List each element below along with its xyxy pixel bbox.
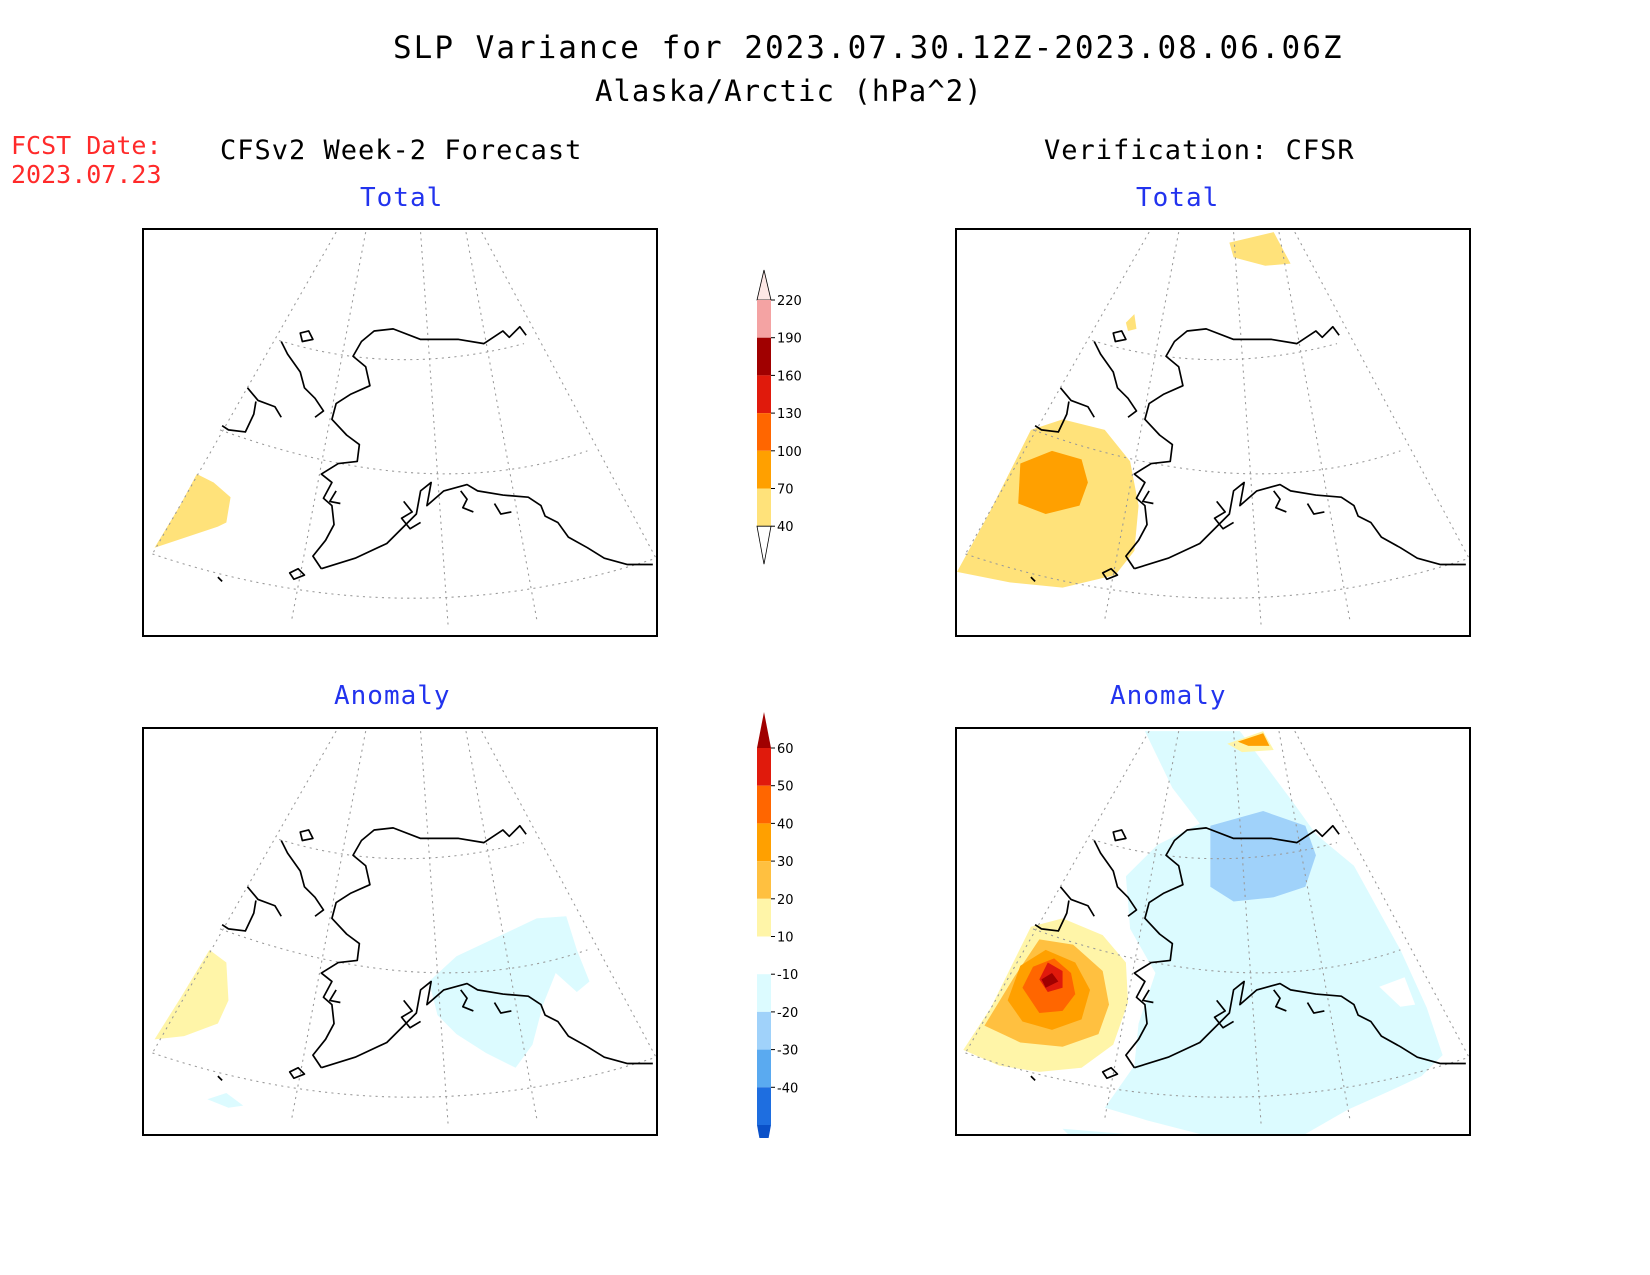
forecast-anomaly-title: Anomaly <box>334 681 451 711</box>
total-colorbar-swatch <box>757 300 771 338</box>
anomaly-colorbar-label: -20 <box>777 1006 798 1021</box>
anomaly-colorbar-label: -30 <box>777 1044 798 1059</box>
verification-anomaly-shading <box>963 731 1443 1134</box>
total-colorbar-label: 40 <box>777 520 794 535</box>
verification-column-title: Verification: CFSR <box>1044 135 1355 166</box>
total-colorbar-swatch <box>757 488 771 527</box>
verification-total-map <box>955 228 1471 637</box>
map-title: SLP Variance for 2023.07.30.12Z-2023.08.… <box>393 30 1344 66</box>
total-colorbar-label: 220 <box>777 294 802 309</box>
total-colorbar-label: 190 <box>777 332 802 347</box>
verification-total-shading <box>957 232 1291 588</box>
anomaly-colorbar-swatch <box>757 1087 771 1125</box>
verification-anomaly-map <box>955 727 1471 1136</box>
anomaly-colorbar-swatch <box>757 785 771 824</box>
anomaly-colorbar-swatch <box>757 898 771 937</box>
anomaly-colorbar-swatch <box>757 823 771 862</box>
anomaly-colorbar-swatch <box>757 936 771 975</box>
forecast-total-title: Total <box>360 183 444 213</box>
fcst-date-label: FCST Date: <box>11 131 162 160</box>
forecast-column-title: CFSv2 Week-2 Forecast <box>220 135 583 166</box>
total-colorbar-swatch <box>757 450 771 489</box>
forecast-total-shading <box>154 474 231 548</box>
anomaly-colorbar-label: 50 <box>777 780 794 795</box>
total-colorbar: 220 190 160 130 100 70 40 <box>756 269 802 565</box>
map-subtitle: Alaska/Arctic (hPa^2) <box>595 74 983 108</box>
anomaly-colorbar-label: -40 <box>777 1081 798 1096</box>
forecast-total-map <box>142 228 658 637</box>
anomaly-colorbar-swatch <box>757 1011 771 1050</box>
forecast-anomaly-map <box>142 727 658 1136</box>
anomaly-colorbar-label: 10 <box>777 931 794 946</box>
total-colorbar-label: 100 <box>777 445 802 460</box>
anomaly-colorbar: 60 50 40 30 20 10 -10 -20 -30 -40 <box>757 712 798 1138</box>
anomaly-colorbar-label: 60 <box>777 742 794 757</box>
total-colorbar-label: 130 <box>777 407 802 422</box>
total-colorbar-label: 160 <box>777 369 802 384</box>
total-colorbar-swatch <box>757 337 771 376</box>
anomaly-colorbar-swatch <box>757 748 771 786</box>
fcst-date-value: 2023.07.23 <box>11 160 162 189</box>
anomaly-colorbar-label: 20 <box>777 893 794 908</box>
anomaly-colorbar-top-arrow <box>757 712 771 748</box>
anomaly-colorbar-swatch <box>757 974 771 1012</box>
total-colorbar-bottom-arrow <box>756 525 772 565</box>
total-colorbar-label: 70 <box>777 483 794 498</box>
verification-anomaly-title: Anomaly <box>1110 681 1227 711</box>
anomaly-colorbar-swatch <box>757 1049 771 1088</box>
anomaly-colorbar-swatch <box>757 861 771 899</box>
anomaly-colorbar-label: 40 <box>777 817 794 832</box>
total-colorbar-top-arrow <box>756 269 772 301</box>
anomaly-colorbar-label: -10 <box>777 968 798 983</box>
anomaly-colorbar-bottom-arrow <box>757 1125 771 1138</box>
anomaly-colorbar-label: 30 <box>777 855 794 870</box>
total-colorbar-swatch <box>757 413 771 451</box>
verification-total-title: Total <box>1136 183 1220 213</box>
total-colorbar-swatch <box>757 375 771 414</box>
